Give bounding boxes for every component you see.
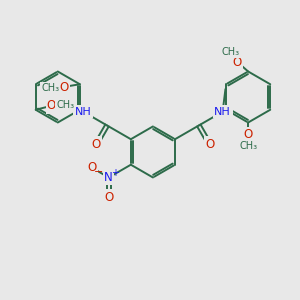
Text: CH₃: CH₃	[221, 47, 239, 57]
Text: O: O	[233, 56, 242, 69]
Text: O: O	[87, 161, 96, 174]
Text: NH: NH	[214, 107, 231, 117]
Text: +: +	[111, 168, 119, 178]
Text: O: O	[205, 138, 214, 151]
Text: O: O	[47, 99, 56, 112]
Text: O: O	[92, 138, 101, 151]
Text: −: −	[94, 167, 103, 177]
Text: O: O	[244, 128, 253, 141]
Text: O: O	[104, 190, 113, 204]
Text: CH₃: CH₃	[56, 100, 74, 110]
Text: N: N	[104, 171, 113, 184]
Text: O: O	[59, 81, 69, 94]
Text: CH₃: CH₃	[41, 83, 59, 93]
Text: NH: NH	[75, 107, 92, 117]
Text: CH₃: CH₃	[239, 141, 257, 151]
